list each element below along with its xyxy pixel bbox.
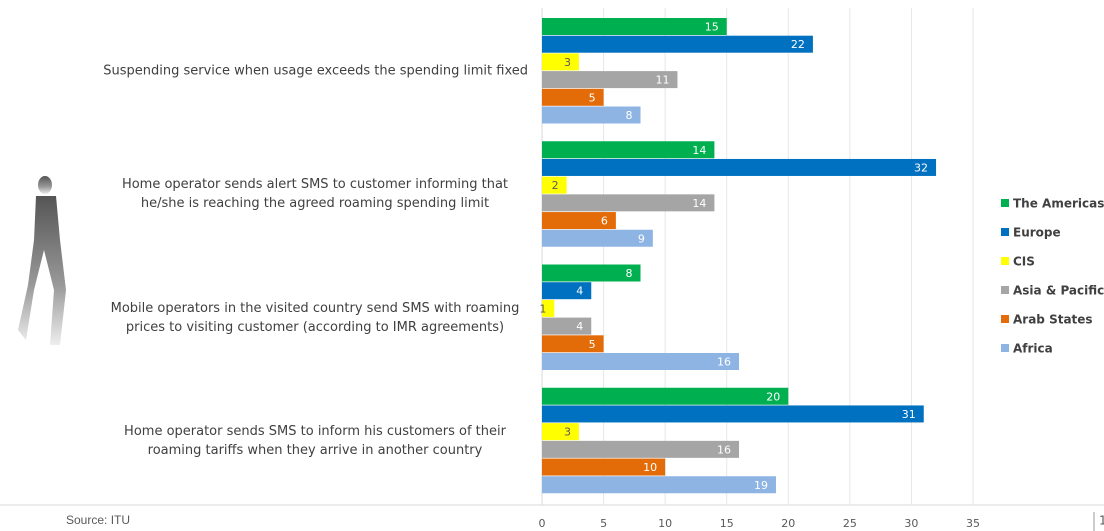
bar: [542, 230, 653, 247]
value-label: 8: [626, 267, 633, 280]
value-label: 5: [589, 91, 596, 104]
value-label: 8: [626, 109, 633, 122]
x-tick-label: 30: [904, 517, 918, 530]
category-label: Home operator sends alert SMS to custome…: [100, 175, 530, 213]
value-label: 1: [539, 302, 546, 315]
category-label: Mobile operators in the visited country …: [100, 299, 530, 337]
value-label: 20: [766, 390, 780, 403]
x-tick-label: 25: [843, 517, 857, 530]
bar: [542, 405, 924, 422]
bar: [542, 423, 579, 440]
value-label: 31: [902, 408, 916, 421]
bar: [542, 318, 591, 335]
bar: [542, 388, 788, 405]
value-label: 19: [754, 479, 768, 492]
value-label: 15: [705, 21, 719, 34]
value-label: 32: [914, 161, 928, 174]
legend-label: Africa: [1013, 342, 1053, 356]
legend-label: CIS: [1013, 255, 1035, 269]
x-tick-label: 20: [781, 517, 795, 530]
x-tick-label: 0: [539, 517, 546, 530]
walking-figure: [18, 176, 66, 345]
value-label: 4: [576, 320, 583, 333]
value-label: 16: [717, 443, 731, 456]
bar: [542, 194, 714, 211]
legend-label: The Americas: [1013, 197, 1104, 211]
value-label: 22: [791, 38, 805, 51]
category-label: Home operator sends SMS to inform his cu…: [100, 422, 530, 460]
legend-label: Europe: [1013, 226, 1061, 240]
source: Source: ITU: [66, 513, 130, 527]
bar: [542, 441, 739, 458]
bar: [542, 476, 776, 493]
bar: [542, 353, 739, 370]
value-label: 2: [552, 179, 559, 192]
bar: [542, 18, 727, 35]
legend-label: Asia & Pacific: [1013, 284, 1104, 298]
bar: [542, 159, 936, 176]
legend-label: Arab States: [1013, 313, 1093, 327]
value-label: 10: [643, 461, 657, 474]
bar: [542, 53, 579, 70]
legend-swatch: [1001, 315, 1009, 323]
page-number: 1: [1099, 514, 1104, 528]
value-label: 14: [692, 144, 706, 157]
value-label: 4: [576, 285, 583, 298]
x-tick-label: 10: [658, 517, 672, 530]
value-label: 3: [564, 426, 571, 439]
page: {"chart_data": {"type": "bar", "orientat…: [0, 0, 1104, 531]
value-label: 9: [638, 232, 645, 245]
legend-swatch: [1001, 199, 1009, 207]
legend-swatch: [1001, 286, 1009, 294]
legend-swatch: [1001, 257, 1009, 265]
bar: [542, 141, 714, 158]
category-label: Suspending service when usage exceeds th…: [100, 62, 528, 81]
value-label: 3: [564, 56, 571, 69]
legend-swatch: [1001, 228, 1009, 236]
legend-swatch: [1001, 344, 1009, 352]
value-label: 16: [717, 356, 731, 369]
value-label: 11: [655, 74, 669, 87]
bar: [542, 36, 813, 53]
value-label: 5: [589, 338, 596, 351]
x-tick-label: 35: [966, 517, 980, 530]
value-label: 14: [692, 197, 706, 210]
x-tick-label: 5: [600, 517, 607, 530]
value-label: 6: [601, 215, 608, 228]
x-tick-label: 15: [720, 517, 734, 530]
bar: [542, 282, 591, 299]
